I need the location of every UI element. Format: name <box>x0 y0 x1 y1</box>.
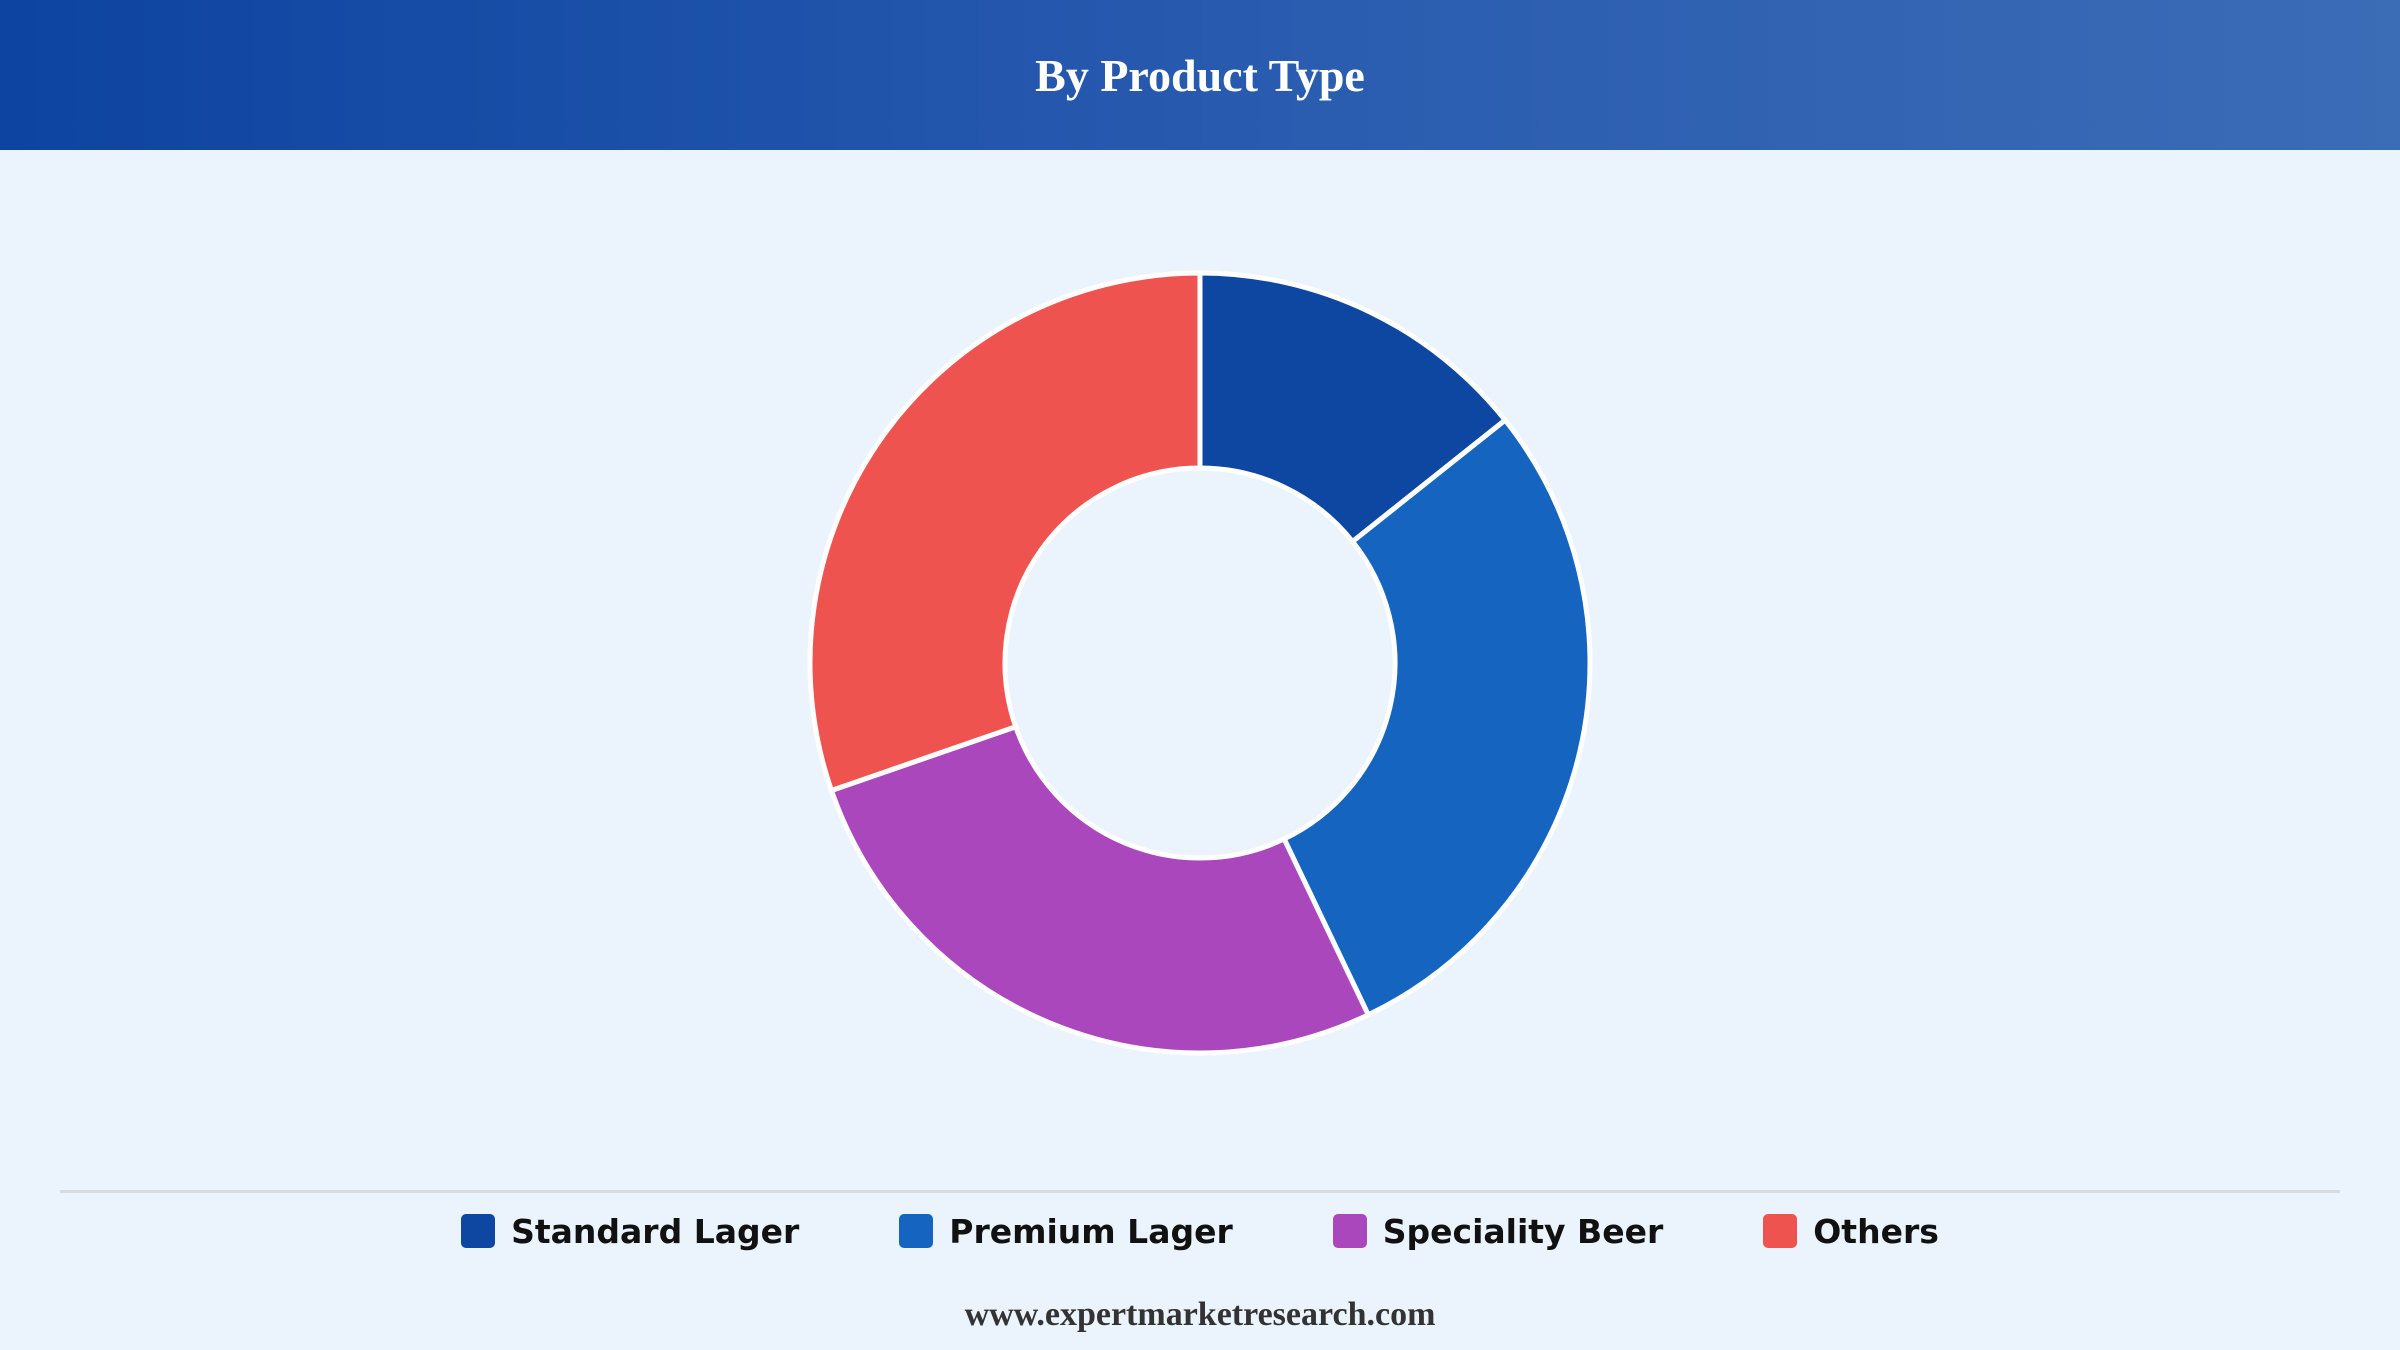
donut-chart <box>807 270 1593 1056</box>
chart-legend: Standard Lager Premium Lager Speciality Be… <box>0 1206 2400 1256</box>
legend-label: Speciality Beer <box>1382 1211 1664 1251</box>
legend-item-premium-lager[interactable]: Premium Lager <box>899 1211 1233 1251</box>
legend-item-speciality-beer[interactable]: Speciality Beer <box>1332 1211 1664 1251</box>
donut-slice-premium-lager[interactable] <box>1281 417 1593 1018</box>
source-url: www.expertmarketresearch.com <box>964 1296 1436 1333</box>
legend-item-standard-lager[interactable]: Standard Lager <box>461 1212 799 1251</box>
legend-swatch <box>1763 1214 1798 1248</box>
legend-label: Premium Lager <box>949 1211 1233 1251</box>
legend-label: Others <box>1813 1211 1939 1251</box>
legend-divider <box>60 1190 2340 1193</box>
chart-title: By Product Type <box>1035 49 1365 101</box>
legend-swatch <box>1332 1214 1367 1248</box>
legend-item-others[interactable]: Others <box>1763 1212 1939 1251</box>
donut-slice-standard-lager[interactable] <box>1197 270 1508 545</box>
legend-swatch <box>899 1214 934 1248</box>
donut-slice-speciality-beer[interactable] <box>828 724 1371 1056</box>
header-bar: By Product Type <box>0 0 2400 150</box>
chart-area <box>0 150 2400 1190</box>
donut-slice-others[interactable] <box>807 270 1203 793</box>
legend-swatch <box>461 1214 496 1248</box>
legend-label: Standard Lager <box>511 1211 800 1251</box>
